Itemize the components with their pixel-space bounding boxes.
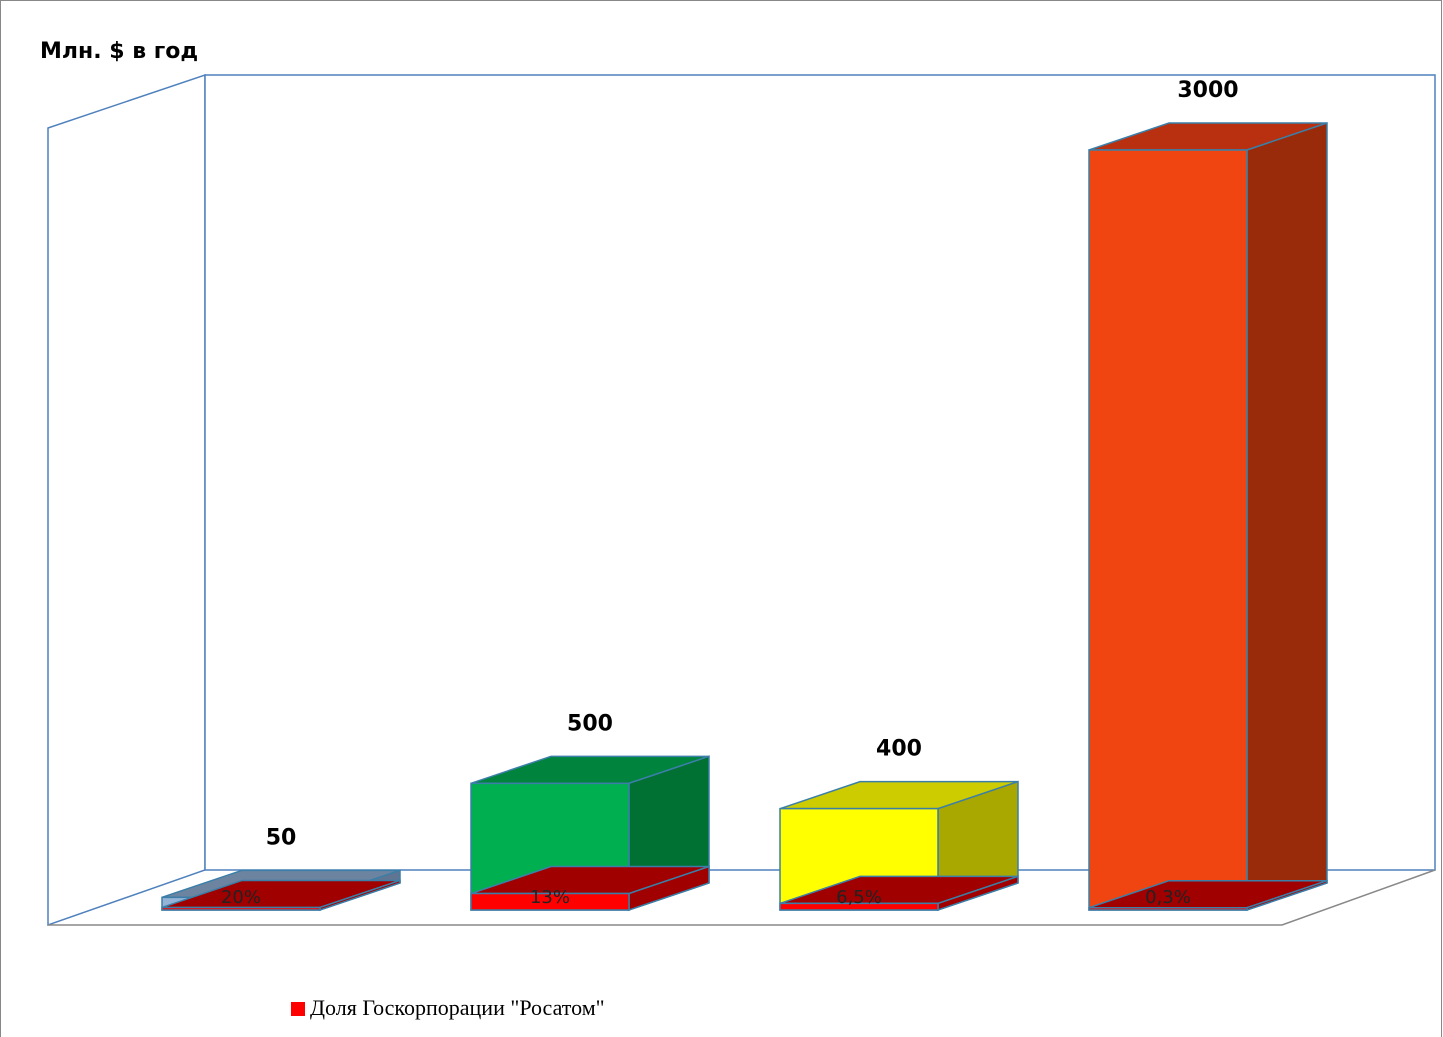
bar (1088, 121, 1328, 912)
share-bar-face (470, 892, 630, 911)
legend-label: Доля Госкорпорации "Росатом" (310, 995, 605, 1020)
share-label: 6,5% (836, 887, 882, 908)
legend-swatch (291, 1002, 305, 1016)
floor (48, 869, 1436, 926)
share-bar (779, 875, 1019, 912)
bar-face (1088, 149, 1248, 911)
value-label: 400 (876, 737, 922, 762)
y-axis-label: Млн. $ в год (40, 39, 198, 64)
share-bar-face (779, 902, 939, 911)
share-bar (470, 865, 710, 912)
value-label: 3000 (1177, 78, 1238, 103)
share-label: 13% (530, 887, 570, 908)
share-bar-face (161, 906, 321, 911)
share-bar (1088, 879, 1328, 912)
side-wall (47, 73, 206, 927)
bar-face (1246, 121, 1328, 912)
value-label: 500 (567, 711, 613, 736)
share-bar-face (1088, 906, 1248, 911)
share-label: 0,3% (1145, 887, 1191, 908)
share-label: 20% (221, 887, 261, 908)
value-label: 50 (266, 825, 297, 850)
share-bar (161, 879, 401, 912)
